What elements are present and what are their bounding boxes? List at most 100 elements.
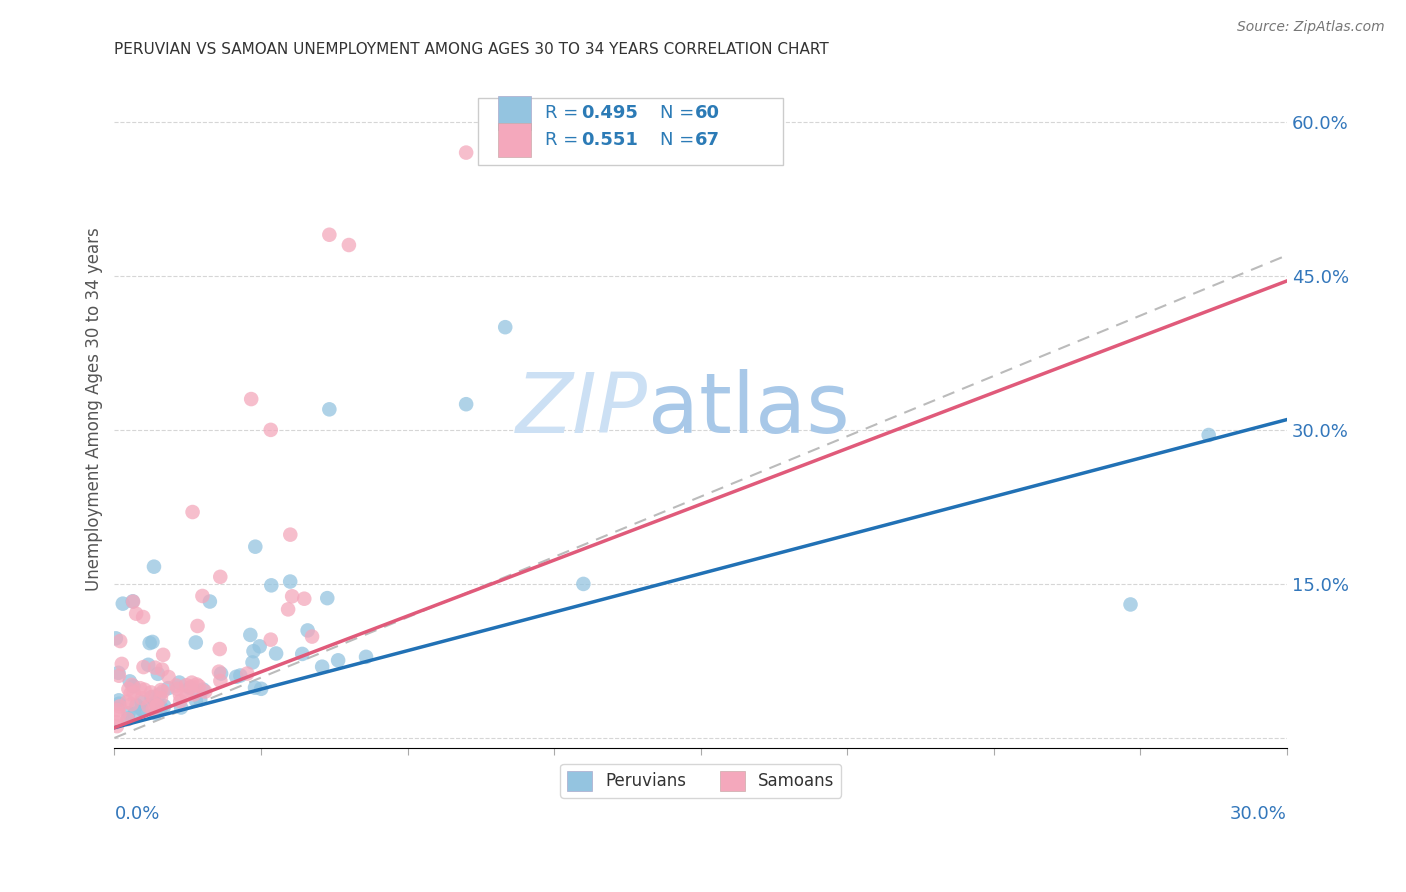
- Point: [1198, 428, 1220, 442]
- Point: [152, 648, 174, 662]
- Point: [240, 392, 263, 406]
- Point: [117, 682, 139, 697]
- Point: [166, 681, 188, 696]
- Point: [456, 145, 478, 160]
- Point: [157, 681, 180, 695]
- Point: [170, 700, 193, 714]
- Text: R =: R =: [544, 104, 583, 122]
- Point: [208, 665, 231, 679]
- Text: atlas: atlas: [648, 368, 849, 450]
- Point: [494, 320, 516, 334]
- Point: [249, 640, 271, 654]
- Text: 0.0%: 0.0%: [114, 805, 160, 822]
- Point: [301, 630, 323, 644]
- Text: 60: 60: [695, 104, 720, 122]
- Text: PERUVIAN VS SAMOAN UNEMPLOYMENT AMONG AGES 30 TO 34 YEARS CORRELATION CHART: PERUVIAN VS SAMOAN UNEMPLOYMENT AMONG AG…: [114, 42, 830, 57]
- Point: [179, 681, 201, 695]
- Point: [149, 691, 172, 706]
- Point: [138, 636, 160, 650]
- Point: [149, 687, 172, 701]
- Point: [209, 673, 232, 688]
- Point: [225, 670, 247, 684]
- Point: [188, 679, 211, 693]
- Point: [183, 687, 205, 701]
- Point: [291, 647, 314, 661]
- Point: [125, 607, 148, 621]
- Point: [129, 702, 152, 716]
- Point: [157, 670, 180, 684]
- Point: [297, 624, 319, 638]
- Point: [318, 227, 340, 242]
- Point: [250, 681, 273, 696]
- Point: [120, 687, 142, 701]
- Point: [121, 594, 143, 608]
- Point: [337, 238, 360, 252]
- Point: [260, 632, 283, 647]
- Point: [278, 574, 301, 589]
- Point: [153, 699, 176, 714]
- Point: [184, 693, 207, 707]
- Point: [198, 594, 221, 608]
- Point: [209, 666, 232, 681]
- Point: [143, 706, 166, 721]
- Point: [122, 685, 145, 699]
- Point: [142, 703, 165, 717]
- Point: [143, 559, 166, 574]
- FancyBboxPatch shape: [478, 97, 783, 165]
- Point: [229, 668, 252, 682]
- Point: [121, 678, 143, 692]
- Point: [456, 397, 478, 411]
- FancyBboxPatch shape: [498, 122, 530, 156]
- Text: R =: R =: [544, 130, 583, 149]
- Point: [494, 115, 516, 129]
- Point: [180, 675, 202, 690]
- Point: [134, 682, 156, 697]
- Text: 0.551: 0.551: [581, 130, 638, 149]
- Point: [167, 675, 190, 690]
- Point: [278, 527, 301, 541]
- Point: [181, 505, 204, 519]
- Point: [108, 669, 131, 683]
- Point: [260, 578, 283, 592]
- Point: [242, 656, 264, 670]
- Text: 30.0%: 30.0%: [1230, 805, 1286, 822]
- Point: [186, 619, 208, 633]
- Point: [311, 659, 333, 673]
- Point: [107, 665, 129, 680]
- Point: [111, 657, 134, 671]
- Point: [108, 707, 131, 722]
- Point: [117, 706, 139, 721]
- Point: [318, 402, 340, 417]
- Point: [141, 635, 163, 649]
- Text: 67: 67: [695, 130, 720, 149]
- Text: 0.495: 0.495: [581, 104, 638, 122]
- Point: [572, 577, 595, 591]
- Point: [176, 678, 198, 692]
- Point: [316, 591, 339, 606]
- Point: [117, 712, 139, 726]
- Text: Source: ZipAtlas.com: Source: ZipAtlas.com: [1237, 20, 1385, 34]
- Y-axis label: Unemployment Among Ages 30 to 34 years: Unemployment Among Ages 30 to 34 years: [86, 227, 103, 591]
- Text: N =: N =: [659, 104, 700, 122]
- Point: [264, 647, 287, 661]
- Point: [184, 635, 207, 649]
- Point: [194, 684, 217, 698]
- Point: [165, 679, 187, 693]
- Point: [354, 649, 377, 664]
- Point: [118, 674, 141, 689]
- Point: [131, 691, 153, 706]
- Point: [186, 677, 208, 691]
- Point: [142, 690, 165, 704]
- Point: [180, 680, 202, 694]
- Point: [108, 634, 131, 648]
- Point: [136, 699, 159, 714]
- Point: [121, 697, 143, 711]
- Point: [129, 681, 152, 695]
- Point: [150, 700, 173, 714]
- Point: [245, 540, 267, 554]
- FancyBboxPatch shape: [498, 96, 530, 130]
- Point: [243, 681, 266, 695]
- Point: [146, 698, 169, 713]
- Point: [117, 712, 139, 726]
- Point: [1119, 598, 1142, 612]
